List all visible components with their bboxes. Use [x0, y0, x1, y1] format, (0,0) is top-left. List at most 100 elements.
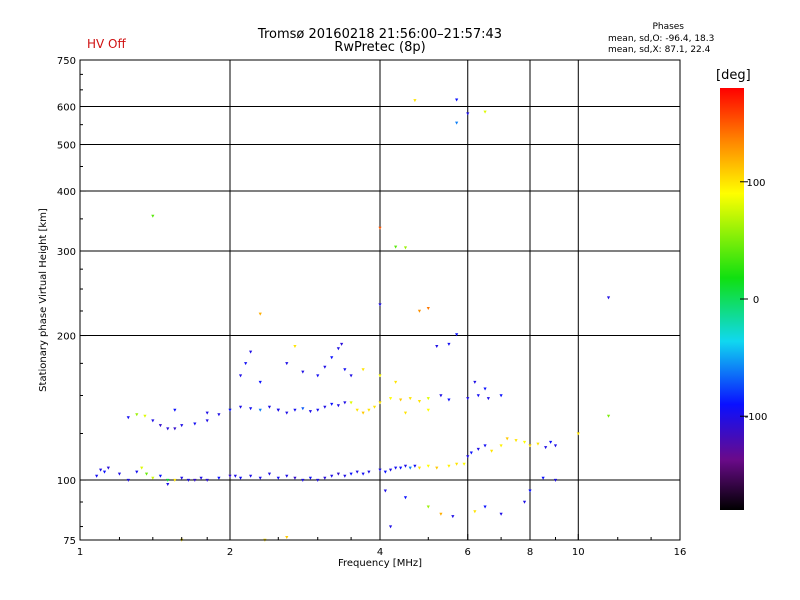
- data-point: [606, 414, 611, 418]
- data-point: [490, 449, 494, 453]
- data-point: [499, 512, 503, 516]
- y-tick-label: 300: [57, 247, 76, 258]
- data-point: [466, 455, 470, 459]
- data-point: [522, 440, 527, 444]
- chart-title-line1: Tromsø 20160218 21:56:00–21:57:43: [257, 27, 503, 42]
- data-point: [606, 296, 611, 300]
- data-point: [514, 439, 518, 443]
- data-point: [343, 368, 347, 372]
- x-tick-label: 10: [572, 547, 585, 558]
- data-point: [301, 407, 305, 411]
- data-point: [336, 472, 340, 476]
- data-point: [238, 374, 243, 378]
- data-point: [258, 408, 262, 412]
- data-point: [455, 462, 459, 466]
- data-point: [435, 345, 439, 349]
- data-point: [126, 416, 130, 420]
- data-point: [336, 347, 340, 351]
- data-point: [349, 401, 353, 405]
- data-point: [476, 447, 480, 451]
- data-point: [276, 408, 280, 412]
- x-tick-label: 1: [77, 547, 83, 558]
- y-tick-label: 750: [57, 56, 76, 67]
- data-point: [367, 470, 371, 474]
- data-point: [285, 411, 289, 415]
- data-point: [217, 476, 221, 480]
- data-point: [378, 468, 382, 472]
- phases-mean-x: mean, sd,X: 87.1, 22.4: [608, 45, 711, 55]
- grid-lines: [80, 60, 680, 540]
- data-point: [469, 451, 473, 455]
- data-point: [447, 398, 451, 402]
- data-point: [267, 472, 272, 476]
- data-point: [293, 408, 297, 412]
- data-points: [95, 98, 611, 542]
- data-point: [343, 401, 347, 405]
- data-point: [301, 478, 305, 482]
- data-point: [473, 380, 477, 384]
- data-point: [316, 478, 320, 482]
- data-point: [293, 345, 297, 349]
- data-point: [166, 483, 170, 487]
- data-point: [151, 214, 155, 218]
- data-point: [378, 401, 382, 405]
- phases-title: Phases: [652, 22, 684, 32]
- data-point: [349, 472, 353, 476]
- data-point: [233, 474, 237, 478]
- phases-mean-o: mean, sd,O: -96.4, 18.3: [608, 34, 715, 44]
- data-point: [403, 464, 408, 468]
- data-point: [372, 405, 377, 409]
- data-point: [361, 472, 365, 476]
- data-point: [466, 397, 470, 401]
- data-point: [249, 474, 253, 478]
- data-point: [249, 407, 253, 411]
- x-tick-label: 4: [377, 547, 383, 558]
- colorbar-tick-label: -100: [745, 412, 768, 423]
- data-point: [117, 472, 122, 476]
- x-tick-label: 6: [465, 547, 471, 558]
- y-tick-label: 75: [63, 536, 76, 547]
- data-point: [473, 510, 477, 514]
- data-point: [394, 245, 398, 249]
- data-point: [228, 408, 232, 412]
- data-point: [308, 476, 313, 480]
- data-point: [316, 374, 320, 378]
- data-point: [180, 424, 184, 428]
- data-point: [455, 333, 459, 337]
- data-point: [417, 309, 422, 313]
- x-tick-label: 2: [227, 547, 233, 558]
- data-point: [383, 489, 387, 493]
- data-point: [135, 470, 139, 474]
- x-tick-label: 16: [674, 547, 687, 558]
- y-tick-label: 500: [57, 141, 76, 152]
- data-point: [244, 362, 248, 366]
- data-point: [483, 110, 487, 114]
- data-point: [173, 408, 177, 412]
- data-point: [388, 397, 393, 401]
- chart-title-line2: RwPretec (8p): [334, 40, 426, 55]
- data-point: [426, 408, 430, 412]
- data-point: [486, 397, 490, 401]
- data-point: [413, 464, 417, 468]
- data-point: [553, 444, 558, 448]
- data-point: [388, 468, 393, 472]
- data-point: [102, 470, 107, 474]
- data-point: [343, 474, 347, 478]
- data-point: [249, 350, 253, 354]
- data-point: [293, 476, 297, 480]
- data-point: [553, 478, 558, 482]
- x-axis-ticks: 1 2 4 6 8 10 16: [77, 534, 687, 558]
- data-point: [426, 307, 430, 311]
- data-point: [426, 464, 430, 468]
- data-point: [549, 440, 553, 444]
- data-point: [355, 408, 359, 412]
- data-point: [143, 414, 147, 418]
- data-point: [361, 411, 365, 415]
- data-point: [408, 466, 412, 470]
- data-point: [330, 356, 334, 360]
- data-point: [323, 365, 327, 369]
- data-point: [528, 444, 532, 448]
- data-point: [199, 476, 203, 480]
- data-point: [267, 405, 272, 409]
- data-point: [205, 478, 209, 482]
